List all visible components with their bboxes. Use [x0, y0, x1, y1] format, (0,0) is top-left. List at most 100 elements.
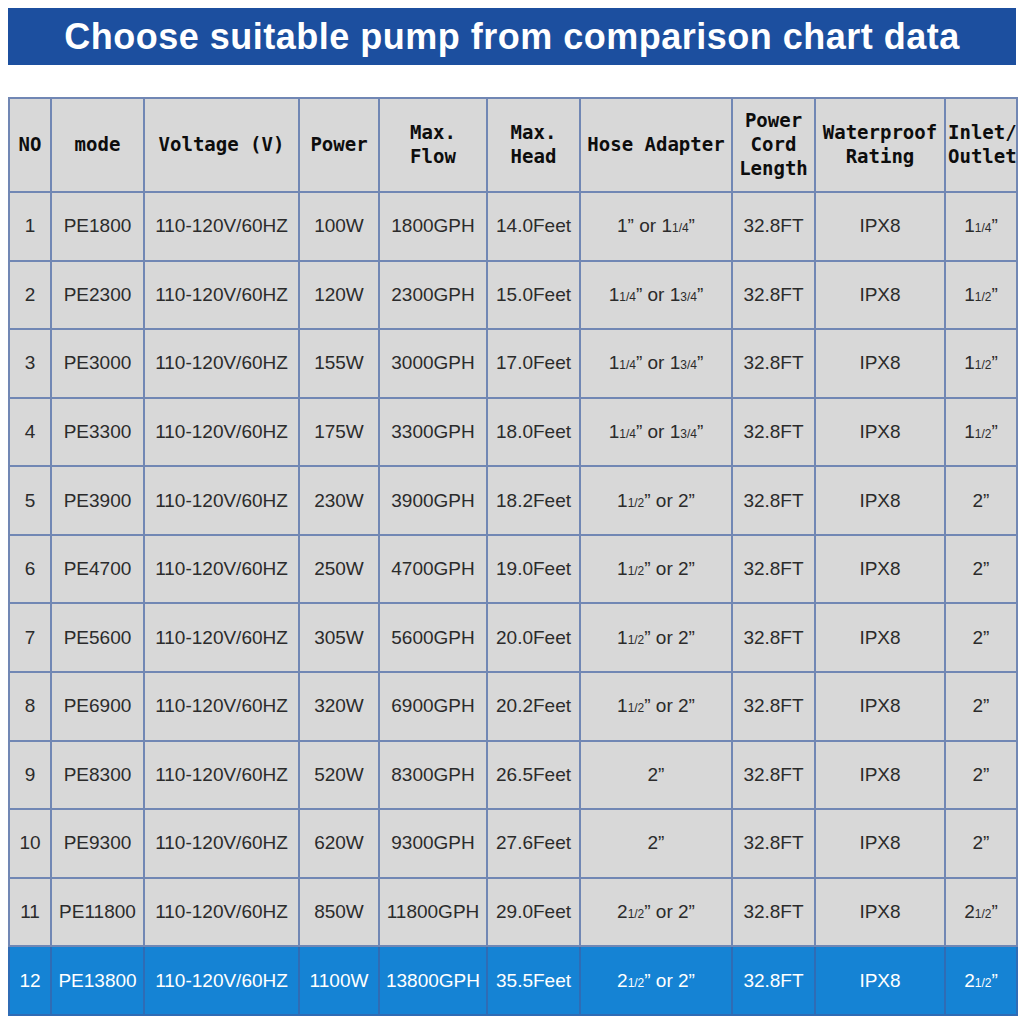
cell-inlet: 11/2” [945, 398, 1017, 467]
table-row-pe3900: 5PE3900110-120V/60HZ230W3900GPH18.2Feet1… [9, 466, 1017, 535]
cell-hose: 11/2” or 2” [580, 603, 732, 672]
cell-cord: 32.8FT [732, 535, 815, 604]
cell-power: 850W [299, 878, 379, 947]
cell-cord: 32.8FT [732, 192, 815, 261]
inch-fraction: 1/2 [628, 564, 645, 578]
cell-power: 230W [299, 466, 379, 535]
pump-comparison-table: NOmodeVoltage (V)PowerMax. FlowMax. Head… [8, 97, 1018, 1016]
cell-voltage: 110-120V/60HZ [144, 672, 299, 741]
cell-power: 120W [299, 261, 379, 330]
inch-fraction: 1/2 [975, 976, 992, 990]
cell-waterproof: IPX8 [815, 672, 945, 741]
cell-no: 3 [9, 329, 51, 398]
cell-flow: 2300GPH [379, 261, 487, 330]
table-row-pe2300: 2PE2300110-120V/60HZ120W2300GPH15.0Feet1… [9, 261, 1017, 330]
inch-fraction: 1/2 [975, 290, 992, 304]
cell-cord: 32.8FT [732, 809, 815, 878]
table-row-pe9300: 10PE9300110-120V/60HZ620W9300GPH27.6Feet… [9, 809, 1017, 878]
cell-voltage: 110-120V/60HZ [144, 329, 299, 398]
cell-mode: PE5600 [51, 603, 144, 672]
cell-voltage: 110-120V/60HZ [144, 603, 299, 672]
cell-mode: PE3300 [51, 398, 144, 467]
cell-cord: 32.8FT [732, 603, 815, 672]
cell-inlet: 11/2” [945, 261, 1017, 330]
column-header-inlet: Inlet/ Outlet [945, 98, 1017, 192]
inch-fraction: 1/2 [628, 633, 645, 647]
cell-hose: 1” or 11/4” [580, 192, 732, 261]
cell-flow: 4700GPH [379, 535, 487, 604]
cell-head: 26.5Feet [487, 741, 580, 810]
cell-inlet: 11/2” [945, 329, 1017, 398]
cell-voltage: 110-120V/60HZ [144, 741, 299, 810]
cell-mode: PE11800 [51, 878, 144, 947]
cell-no: 1 [9, 192, 51, 261]
cell-power: 175W [299, 398, 379, 467]
table-row-pe8300: 9PE8300110-120V/60HZ520W8300GPH26.5Feet2… [9, 741, 1017, 810]
cell-head: 14.0Feet [487, 192, 580, 261]
cell-head: 18.0Feet [487, 398, 580, 467]
table-row-pe5600: 7PE5600110-120V/60HZ305W5600GPH20.0Feet1… [9, 603, 1017, 672]
column-header-voltage: Voltage (V) [144, 98, 299, 192]
cell-cord: 32.8FT [732, 672, 815, 741]
cell-inlet: 2” [945, 603, 1017, 672]
cell-hose: 11/4” or 13/4” [580, 329, 732, 398]
cell-waterproof: IPX8 [815, 466, 945, 535]
cell-power: 1100W [299, 946, 379, 1015]
cell-hose: 11/4” or 13/4” [580, 398, 732, 467]
cell-mode: PE3900 [51, 466, 144, 535]
cell-flow: 3000GPH [379, 329, 487, 398]
cell-no: 5 [9, 466, 51, 535]
cell-inlet: 21/2” [945, 946, 1017, 1015]
table-header-row: NOmodeVoltage (V)PowerMax. FlowMax. Head… [9, 98, 1017, 192]
cell-head: 29.0Feet [487, 878, 580, 947]
column-header-no: NO [9, 98, 51, 192]
inch-fraction: 1/2 [975, 907, 992, 921]
cell-head: 27.6Feet [487, 809, 580, 878]
cell-waterproof: IPX8 [815, 398, 945, 467]
cell-mode: PE6900 [51, 672, 144, 741]
cell-mode: PE8300 [51, 741, 144, 810]
cell-waterproof: IPX8 [815, 878, 945, 947]
cell-inlet: 2” [945, 741, 1017, 810]
table-row-pe4700: 6PE4700110-120V/60HZ250W4700GPH19.0Feet1… [9, 535, 1017, 604]
cell-head: 19.0Feet [487, 535, 580, 604]
cell-no: 6 [9, 535, 51, 604]
inch-fraction: 1/2 [628, 907, 645, 921]
cell-hose: 21/2” or 2” [580, 878, 732, 947]
cell-flow: 3300GPH [379, 398, 487, 467]
cell-waterproof: IPX8 [815, 809, 945, 878]
cell-waterproof: IPX8 [815, 329, 945, 398]
cell-power: 305W [299, 603, 379, 672]
column-header-mode: mode [51, 98, 144, 192]
cell-cord: 32.8FT [732, 878, 815, 947]
cell-voltage: 110-120V/60HZ [144, 946, 299, 1015]
inch-fraction: 1/4 [672, 221, 689, 235]
cell-flow: 13800GPH [379, 946, 487, 1015]
cell-mode: PE4700 [51, 535, 144, 604]
column-header-flow: Max. Flow [379, 98, 487, 192]
cell-flow: 1800GPH [379, 192, 487, 261]
cell-hose: 11/2” or 2” [580, 466, 732, 535]
cell-no: 4 [9, 398, 51, 467]
cell-inlet: 2” [945, 809, 1017, 878]
table-row-pe11800: 11PE11800110-120V/60HZ850W11800GPH29.0Fe… [9, 878, 1017, 947]
cell-head: 17.0Feet [487, 329, 580, 398]
cell-inlet: 2” [945, 672, 1017, 741]
cell-no: 11 [9, 878, 51, 947]
inch-fraction: 1/4 [619, 290, 636, 304]
cell-voltage: 110-120V/60HZ [144, 192, 299, 261]
cell-no: 10 [9, 809, 51, 878]
cell-voltage: 110-120V/60HZ [144, 878, 299, 947]
cell-waterproof: IPX8 [815, 261, 945, 330]
cell-power: 155W [299, 329, 379, 398]
cell-flow: 11800GPH [379, 878, 487, 947]
table-row-pe3300: 4PE3300110-120V/60HZ175W3300GPH18.0Feet1… [9, 398, 1017, 467]
cell-hose: 11/4” or 13/4” [580, 261, 732, 330]
cell-head: 20.0Feet [487, 603, 580, 672]
cell-waterproof: IPX8 [815, 741, 945, 810]
cell-hose: 11/2” or 2” [580, 535, 732, 604]
inch-fraction: 1/2 [628, 496, 645, 510]
table-row-pe1800: 1PE1800110-120V/60HZ100W1800GPH14.0Feet1… [9, 192, 1017, 261]
inch-fraction: 3/4 [680, 290, 697, 304]
inch-fraction: 1/4 [975, 221, 992, 235]
